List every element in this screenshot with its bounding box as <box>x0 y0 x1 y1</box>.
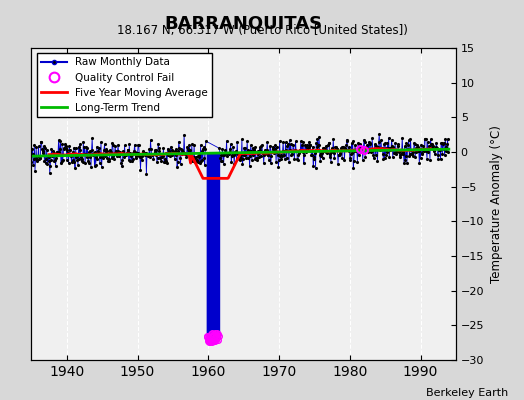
Y-axis label: Temperature Anomaly (°C): Temperature Anomaly (°C) <box>490 125 503 283</box>
Text: 18.167 N, 66.317 W (Puerto Rico [United States]): 18.167 N, 66.317 W (Puerto Rico [United … <box>116 24 408 37</box>
Legend: Raw Monthly Data, Quality Control Fail, Five Year Moving Average, Long-Term Tren: Raw Monthly Data, Quality Control Fail, … <box>37 53 212 117</box>
Title: BARRANQUITAS: BARRANQUITAS <box>165 14 323 32</box>
Text: Berkeley Earth: Berkeley Earth <box>426 388 508 398</box>
